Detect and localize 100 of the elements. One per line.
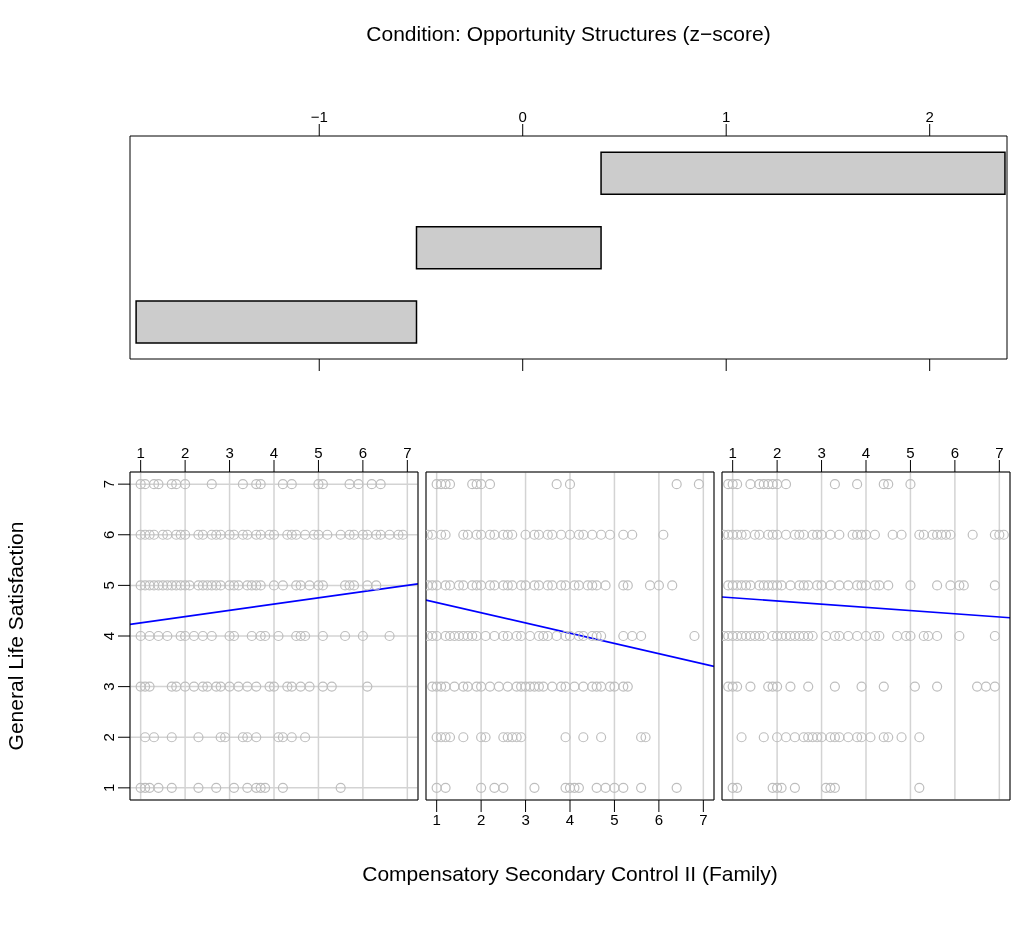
point [878, 479, 889, 490]
point [972, 681, 983, 692]
point [573, 630, 584, 642]
point [723, 580, 734, 591]
x-tick-label: 5 [314, 444, 323, 461]
y-tick-label: 6 [100, 530, 117, 539]
point [431, 630, 442, 642]
point [852, 732, 863, 743]
point [180, 630, 191, 642]
point [909, 681, 920, 692]
point [600, 580, 611, 591]
point [291, 529, 302, 540]
point [533, 630, 544, 642]
point [578, 529, 589, 540]
point [260, 782, 271, 793]
point [803, 630, 814, 642]
y-tick-label: 2 [100, 733, 117, 742]
point [286, 479, 297, 490]
x-tick-label: 5 [906, 444, 915, 461]
point [436, 529, 447, 540]
point [927, 529, 938, 540]
point [246, 630, 257, 642]
point [551, 479, 562, 490]
point [723, 479, 734, 490]
point [834, 580, 845, 591]
point [384, 529, 395, 540]
point [618, 529, 629, 540]
point [228, 630, 240, 642]
point [224, 529, 235, 540]
point [489, 529, 500, 540]
point [317, 630, 328, 642]
point [653, 580, 664, 591]
point [228, 782, 240, 793]
point [932, 529, 943, 540]
point [157, 580, 168, 591]
point [476, 732, 487, 743]
point [197, 681, 208, 692]
point [180, 681, 191, 692]
point [193, 580, 204, 591]
point [780, 630, 792, 642]
point [905, 580, 916, 591]
point [932, 681, 943, 692]
point [440, 479, 451, 490]
point [560, 580, 571, 591]
x-tick-label: 2 [476, 810, 486, 828]
point [498, 529, 509, 540]
point [754, 580, 765, 591]
point [237, 479, 248, 490]
point [224, 580, 235, 591]
point [246, 580, 257, 591]
point [732, 580, 743, 591]
point [366, 479, 377, 490]
point [564, 782, 576, 793]
point [789, 630, 800, 642]
point [197, 630, 208, 642]
point [242, 580, 253, 591]
x-tick-label: 2 [180, 444, 190, 461]
point [171, 529, 182, 540]
point [224, 630, 235, 642]
point [533, 529, 544, 540]
point [767, 681, 778, 692]
point [794, 580, 805, 591]
point [785, 681, 796, 692]
point [776, 782, 787, 793]
point [237, 732, 248, 743]
point [511, 681, 522, 692]
point [153, 479, 164, 490]
point [905, 630, 916, 642]
point [671, 782, 682, 793]
point [627, 630, 638, 642]
point [206, 630, 217, 642]
point [436, 479, 447, 490]
point [507, 732, 518, 743]
point [326, 681, 337, 692]
point [587, 529, 598, 540]
point [789, 529, 800, 540]
point [547, 681, 558, 692]
point [798, 529, 809, 540]
point [807, 630, 818, 642]
point [449, 630, 460, 642]
point [427, 580, 438, 591]
point [251, 681, 262, 692]
point [357, 529, 368, 540]
point [609, 681, 620, 692]
point [883, 580, 894, 591]
point [175, 529, 186, 540]
point [547, 580, 558, 591]
point [618, 681, 629, 692]
point [308, 529, 320, 540]
point [188, 681, 200, 692]
point [622, 681, 633, 692]
point [573, 580, 584, 591]
point [533, 681, 544, 692]
x-tick-label: 7 [403, 444, 412, 461]
point [144, 529, 155, 540]
point [251, 479, 262, 490]
point [869, 580, 880, 591]
point [317, 479, 328, 490]
point [282, 529, 293, 540]
point [166, 580, 177, 591]
